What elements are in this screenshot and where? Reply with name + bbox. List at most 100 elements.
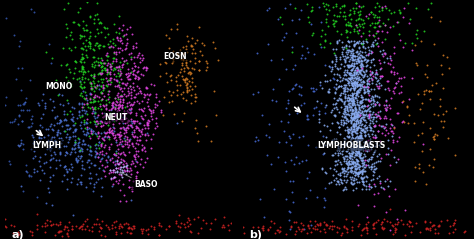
Point [370, 205, 378, 208]
Point [346, 162, 353, 166]
Point [359, 98, 366, 101]
Point [424, 227, 431, 231]
Point [397, 76, 405, 80]
Point [90, 99, 98, 103]
Point [342, 77, 349, 81]
Point [313, 195, 321, 199]
Point [108, 223, 115, 227]
Point [354, 59, 362, 63]
Point [391, 51, 398, 54]
Point [332, 137, 339, 141]
Point [346, 162, 354, 166]
Point [109, 41, 117, 45]
Point [352, 107, 359, 111]
Point [360, 70, 368, 74]
Point [413, 63, 421, 67]
Point [359, 227, 366, 230]
Point [83, 28, 91, 32]
Point [147, 109, 155, 113]
Point [367, 60, 375, 64]
Point [10, 119, 18, 123]
Point [74, 154, 82, 158]
Point [175, 229, 182, 233]
Point [82, 120, 90, 124]
Point [76, 156, 83, 160]
Point [355, 107, 363, 110]
Point [386, 54, 394, 58]
Point [76, 33, 83, 37]
Point [352, 81, 360, 85]
Point [353, 50, 361, 54]
Point [382, 103, 389, 107]
Point [369, 44, 376, 48]
Point [95, 87, 103, 91]
Point [275, 77, 283, 81]
Point [101, 131, 109, 135]
Point [104, 134, 111, 138]
Point [373, 167, 380, 170]
Point [112, 57, 120, 61]
Point [380, 187, 388, 191]
Point [357, 34, 365, 38]
Point [365, 142, 373, 146]
Point [40, 171, 48, 175]
Point [439, 125, 447, 128]
Point [363, 139, 370, 143]
Point [332, 87, 339, 91]
Point [84, 44, 92, 48]
Point [376, 75, 383, 78]
Point [115, 226, 122, 230]
Point [350, 125, 358, 129]
Point [113, 100, 120, 104]
Point [332, 4, 339, 8]
Point [325, 87, 333, 91]
Point [307, 219, 314, 223]
Point [319, 152, 327, 156]
Point [75, 137, 83, 141]
Point [290, 86, 297, 90]
Point [351, 173, 359, 176]
Point [369, 43, 376, 47]
Point [346, 105, 353, 109]
Point [260, 216, 267, 219]
Point [335, 85, 343, 88]
Point [114, 147, 122, 151]
Point [185, 218, 193, 222]
Point [341, 137, 349, 141]
Point [364, 97, 372, 101]
Point [431, 227, 438, 231]
Point [361, 168, 369, 172]
Point [389, 141, 397, 144]
Point [348, 165, 356, 168]
Point [381, 51, 388, 55]
Point [367, 49, 375, 53]
Point [118, 42, 125, 45]
Point [385, 88, 393, 92]
Point [130, 119, 138, 123]
Point [335, 182, 342, 186]
Point [360, 152, 367, 156]
Point [360, 175, 368, 179]
Point [321, 39, 328, 43]
Point [144, 156, 151, 160]
Point [91, 116, 99, 120]
Point [90, 107, 97, 111]
Point [342, 83, 349, 87]
Point [56, 220, 64, 223]
Point [87, 44, 94, 48]
Point [132, 149, 139, 153]
Point [295, 136, 302, 139]
Point [74, 145, 82, 149]
Point [69, 146, 76, 150]
Point [93, 1, 101, 5]
Point [346, 153, 354, 157]
Point [78, 46, 86, 50]
Point [349, 93, 356, 97]
Point [297, 8, 305, 11]
Point [86, 98, 93, 101]
Point [101, 134, 109, 137]
Point [46, 148, 54, 152]
Point [358, 144, 365, 148]
Point [142, 66, 149, 70]
Point [131, 73, 139, 77]
